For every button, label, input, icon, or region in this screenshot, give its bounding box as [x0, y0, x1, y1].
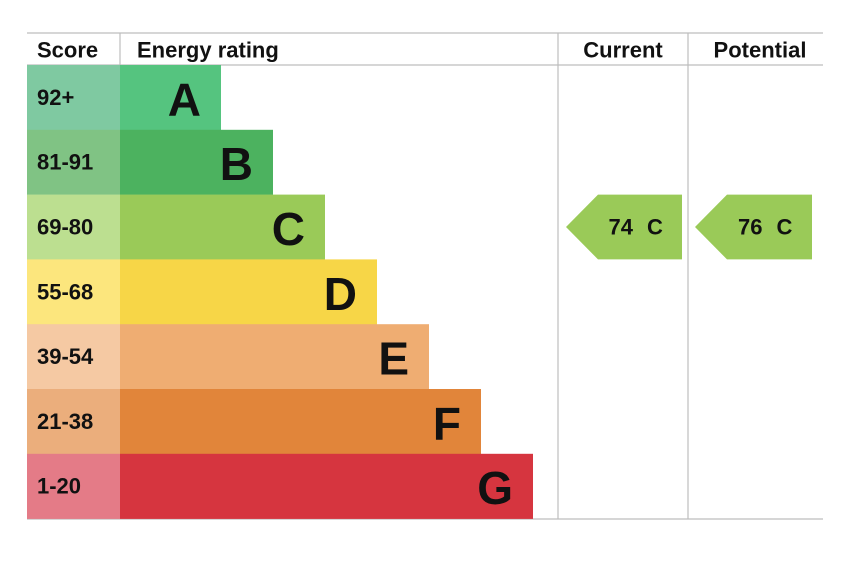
rating-letter: B	[220, 138, 253, 190]
rating-bar	[120, 65, 221, 131]
rating-bar	[120, 259, 377, 325]
score-range: 21-38	[37, 409, 93, 434]
score-cell	[27, 324, 120, 390]
rating-letter: F	[433, 397, 461, 449]
rating-letter: G	[477, 462, 513, 514]
current-score: 74	[609, 215, 634, 240]
score-range: 39-54	[37, 344, 94, 369]
rating-letter: E	[378, 333, 409, 385]
header-rating: Energy rating	[137, 38, 279, 63]
rating-letter: C	[272, 203, 305, 255]
score-cell	[27, 65, 120, 131]
header-current: Current	[583, 38, 663, 63]
score-cell	[27, 129, 120, 195]
rating-letter: A	[168, 73, 201, 125]
rating-letter: D	[324, 268, 357, 320]
potential-score: 76	[738, 215, 762, 240]
current-arrow	[566, 194, 682, 260]
current-band: C	[647, 215, 663, 240]
score-cell	[27, 259, 120, 325]
rating-bar	[120, 129, 273, 195]
score-range: 55-68	[37, 279, 93, 304]
score-cell	[27, 194, 120, 260]
score-cell	[27, 389, 120, 455]
rating-bar	[120, 389, 481, 455]
score-range: 69-80	[37, 215, 93, 240]
rating-bar	[120, 194, 325, 260]
score-cell	[27, 453, 120, 519]
score-range: 81-91	[37, 150, 93, 175]
header-score: Score	[37, 38, 98, 63]
potential-arrow	[695, 194, 812, 260]
rating-bar	[120, 453, 533, 519]
rating-bar	[120, 324, 429, 390]
header-potential: Potential	[714, 38, 807, 63]
score-range: 92+	[37, 85, 74, 110]
score-range: 1-20	[37, 474, 81, 499]
potential-band: C	[777, 215, 793, 240]
